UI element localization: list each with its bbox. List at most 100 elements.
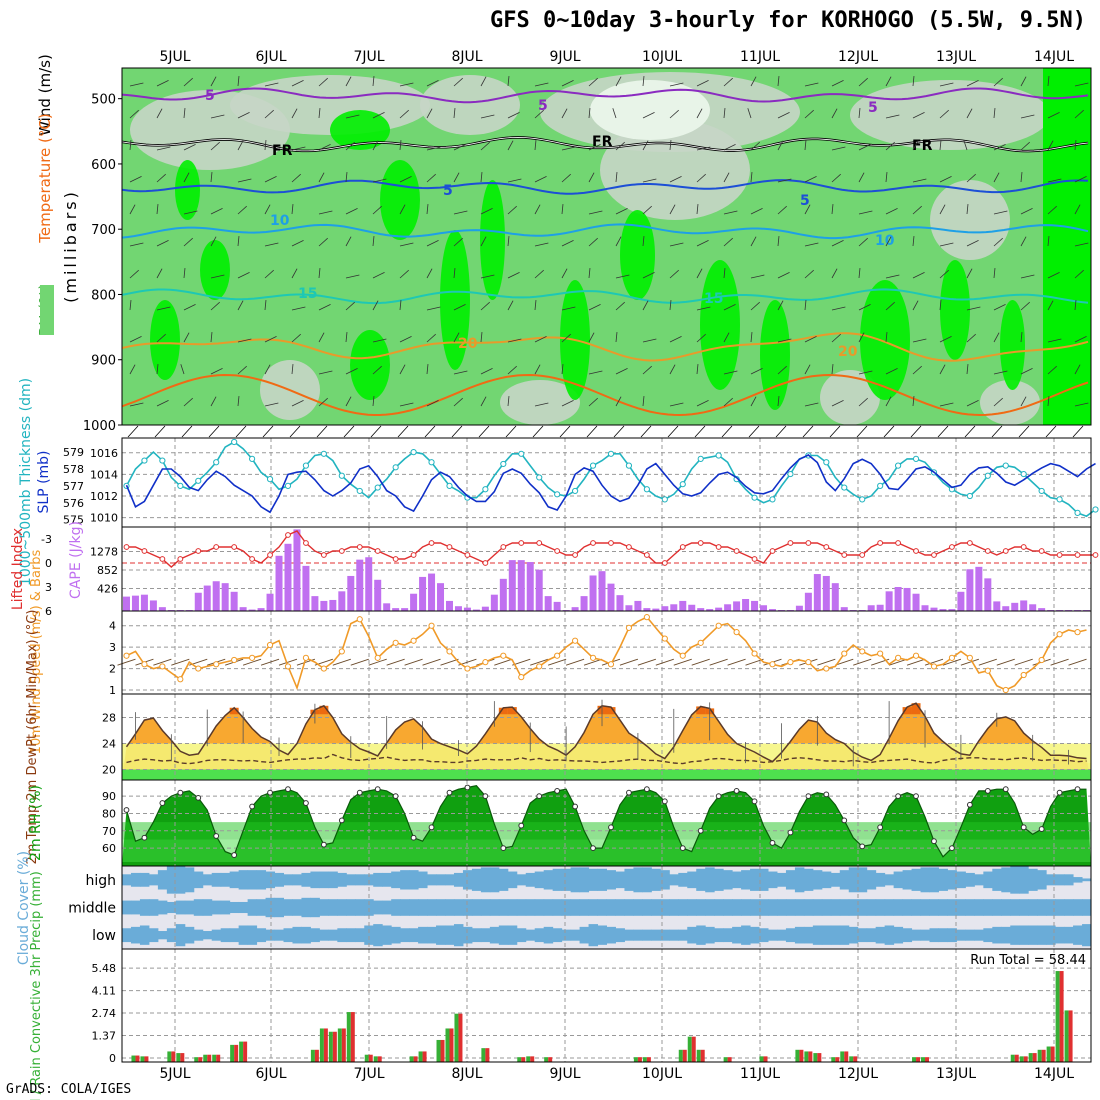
wind-barb-10m	[278, 658, 298, 666]
wind-barb	[129, 299, 132, 311]
cloud-cover-bar	[552, 899, 563, 916]
wind-barb	[453, 210, 468, 215]
cape-bar	[715, 607, 723, 611]
thickness-line-marker	[446, 482, 453, 489]
cloud-cover-bar	[130, 872, 141, 887]
cloud-cover-bar	[696, 925, 706, 945]
wind-barb	[966, 173, 976, 183]
cape-tick-label: 426	[97, 582, 118, 595]
surface-barb	[478, 425, 490, 438]
wind-barb-10m	[404, 658, 423, 666]
pressure-axis-label: (millibars)	[61, 189, 80, 303]
wind-barb	[993, 303, 1006, 311]
cloud-cover-bar	[1073, 899, 1083, 916]
wind-barb	[291, 363, 294, 375]
rh-dry-patch	[850, 80, 1050, 150]
cloud-cover-bar	[1064, 926, 1074, 944]
wind-barb	[210, 114, 225, 119]
cloud-cover-bar	[409, 870, 419, 890]
cloud-cover-bar	[220, 872, 231, 887]
cloud-cover-bar	[884, 925, 895, 945]
temp-tick-label: 24	[102, 738, 116, 751]
wind-barb	[345, 367, 358, 375]
cloud-cover-bar	[1037, 899, 1047, 916]
wind-barb	[399, 204, 406, 215]
cloud-cover-bar	[1055, 874, 1065, 886]
thickness-line-marker	[374, 484, 381, 491]
wind-barb	[750, 331, 753, 343]
wind-speed-line-marker	[715, 622, 722, 629]
wind-barb	[264, 139, 267, 151]
wind-barb	[669, 269, 679, 279]
cloud-cover-bar	[687, 871, 697, 889]
cloud-cover-bar	[1046, 874, 1056, 886]
rh-marker	[446, 789, 453, 796]
cape-bar	[957, 591, 965, 611]
wind-speed-line-marker	[607, 661, 615, 668]
wind-speed-line-marker	[948, 654, 956, 661]
cape-bar	[670, 604, 678, 611]
thickness-line-marker	[554, 491, 561, 498]
wind-barb	[129, 269, 139, 279]
wind-barb	[210, 76, 217, 87]
wind-barb	[804, 269, 814, 279]
cloud-cover-bar	[759, 928, 769, 943]
thickness-line-marker	[984, 472, 991, 479]
wind-barb	[642, 395, 645, 407]
wind-barb	[372, 271, 385, 279]
wind-barb	[885, 236, 892, 247]
run-total-label: Run Total = 58.44	[970, 953, 1086, 968]
wind-barb-10m	[1050, 658, 1069, 666]
wind-barb	[912, 205, 922, 215]
rh-marker	[608, 824, 614, 831]
wind-barb	[831, 203, 834, 215]
cloud-cover-bar	[902, 899, 913, 916]
wind-barb	[480, 301, 490, 311]
wind-barb	[858, 397, 868, 407]
wind-barb	[939, 82, 954, 87]
cape-bar	[607, 583, 615, 611]
thickness-line-marker	[823, 459, 830, 466]
cloud-cover-bar	[346, 874, 356, 886]
precip-total-bar	[239, 1041, 244, 1062]
isotherm-label: 5	[868, 100, 878, 116]
wind-barb	[777, 205, 787, 215]
wind-barb	[237, 140, 244, 151]
cape-bar	[589, 575, 597, 611]
wind-barb	[318, 267, 321, 279]
cloud-cover-bar	[992, 868, 1002, 891]
wind-barb	[966, 268, 973, 279]
wind-barb	[453, 143, 466, 151]
wind-barb	[264, 242, 279, 247]
precip-rain-bar	[234, 1044, 239, 1062]
cloud-cover-bar	[283, 928, 293, 943]
rh-marker	[1074, 786, 1081, 793]
cloud-cover-bar	[776, 899, 787, 916]
surface-barb	[532, 425, 544, 438]
wind-barb	[129, 139, 132, 151]
rh-marker	[895, 793, 901, 800]
date-label-top: 7JUL	[353, 49, 384, 65]
cloud-cover-bar	[1046, 925, 1056, 945]
cloud-cover-bar	[776, 929, 787, 941]
wind-barb	[156, 108, 163, 119]
wind-tick-label: 1	[109, 684, 116, 697]
cloud-cover-bar	[462, 870, 473, 890]
wind-barb	[156, 268, 163, 279]
cloud-cover-bar	[839, 899, 850, 916]
cape-bar	[275, 555, 283, 611]
thickness-line-marker	[248, 455, 256, 462]
wind-barb	[588, 237, 598, 247]
wind-barb	[156, 306, 171, 311]
wind-barb	[345, 331, 348, 343]
precip-rain-bar	[548, 1057, 553, 1062]
wind-barb	[1020, 207, 1033, 215]
wind-speed-line-marker	[966, 654, 973, 661]
rh-marker	[751, 798, 758, 805]
precip-rain-bar	[530, 1056, 535, 1062]
cloud-cover-bar	[750, 899, 760, 916]
cape-bar	[804, 592, 812, 611]
cloud-cover-bar	[453, 924, 464, 947]
precip-total-bar	[759, 1056, 764, 1062]
cloud-cover-bar	[319, 871, 329, 889]
